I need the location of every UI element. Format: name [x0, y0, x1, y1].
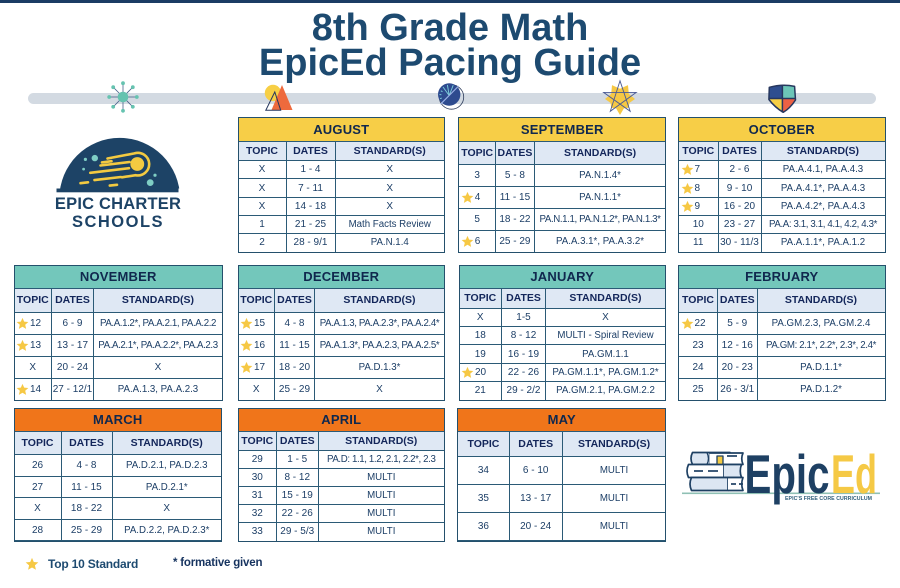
- svg-text:EpicEd: EpicEd: [745, 445, 878, 505]
- svg-text:EPIC'S FREE CORE CURRICULUM: EPIC'S FREE CORE CURRICULUM: [785, 496, 873, 502]
